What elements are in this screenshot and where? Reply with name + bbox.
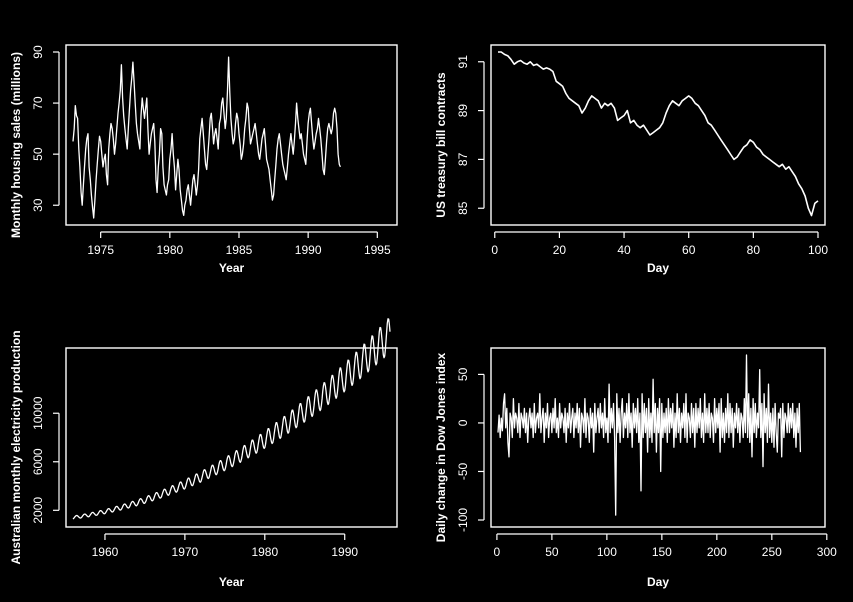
y-tick-label: 91 [456, 55, 470, 69]
x-tick-label: 50 [545, 545, 559, 559]
y-tick-label: 50 [456, 367, 470, 381]
y-axis-label: Monthly housing sales (millions) [9, 52, 23, 238]
series-line [72, 318, 391, 520]
x-tick-label: 0 [491, 243, 498, 257]
x-tick-label: 1990 [331, 545, 358, 559]
y-tick-label: 6000 [31, 448, 45, 475]
x-tick-label: 40 [617, 243, 631, 257]
series-line [497, 354, 802, 516]
x-tick-label: 100 [597, 545, 617, 559]
x-axis-label: Day [647, 575, 669, 589]
x-tick-label: 1970 [172, 545, 199, 559]
x-tick-label: 150 [652, 545, 672, 559]
y-axis-label: Daily change in Dow Jones index [434, 352, 448, 542]
y-tick-label: 30 [31, 198, 45, 212]
x-tick-label: 1980 [251, 545, 278, 559]
chart-panel-3: 1960 1970 1980 1990 2000 6000 10000 Year Austral… [9, 318, 398, 589]
plot-frame [65, 44, 398, 226]
y-tick-label: -50 [456, 462, 470, 480]
x-tick-label: 1990 [295, 243, 322, 257]
series-line [72, 56, 341, 219]
x-axis-label: Year [219, 575, 245, 589]
chart-panel-1: 1975 1980 1985 1990 1995 30 50 70 90 Year Monthly … [9, 44, 398, 275]
y-tick-label: 89 [456, 104, 470, 118]
x-axis-label: Day [647, 261, 669, 275]
plot-frame [490, 44, 826, 226]
y-tick-label: 85 [456, 201, 470, 215]
chart-panel-2: 0 20 40 60 80 100 85 87 89 91 Day US treasury bill … [434, 44, 828, 275]
plot-frame [490, 347, 826, 528]
x-tick-label: 1980 [156, 243, 183, 257]
y-tick-label: 87 [456, 152, 470, 166]
x-tick-label: 80 [747, 243, 761, 257]
x-tick-label: 100 [808, 243, 828, 257]
x-tick-label: 1960 [92, 545, 119, 559]
y-tick-label: 50 [31, 147, 45, 161]
x-axis-label: Year [219, 261, 245, 275]
y-tick-label: 70 [31, 96, 45, 110]
x-tick-label: 200 [707, 545, 727, 559]
x-tick-label: 1995 [364, 243, 391, 257]
y-tick-label: 10000 [31, 396, 45, 430]
series-line [498, 51, 819, 217]
x-tick-label: 60 [682, 243, 696, 257]
plot-frame [65, 347, 398, 528]
x-tick-label: 1985 [226, 243, 253, 257]
x-tick-label: 20 [553, 243, 567, 257]
x-tick-label: 1975 [87, 243, 114, 257]
x-tick-label: 0 [494, 545, 501, 559]
y-axis-label: Australian monthly electricity productio… [9, 330, 23, 564]
y-tick-label: -100 [456, 508, 470, 532]
y-axis-label: US treasury bill contracts [434, 72, 448, 218]
y-tick-label: 90 [31, 45, 45, 59]
chart-panel-4: 0 50 100 150 200 250 300 -100 -50 0 50 Day Daily cha… [434, 347, 837, 589]
y-tick-label: 2000 [31, 497, 45, 524]
y-tick-label: 0 [456, 419, 470, 426]
x-tick-label: 300 [817, 545, 837, 559]
x-tick-label: 250 [762, 545, 782, 559]
